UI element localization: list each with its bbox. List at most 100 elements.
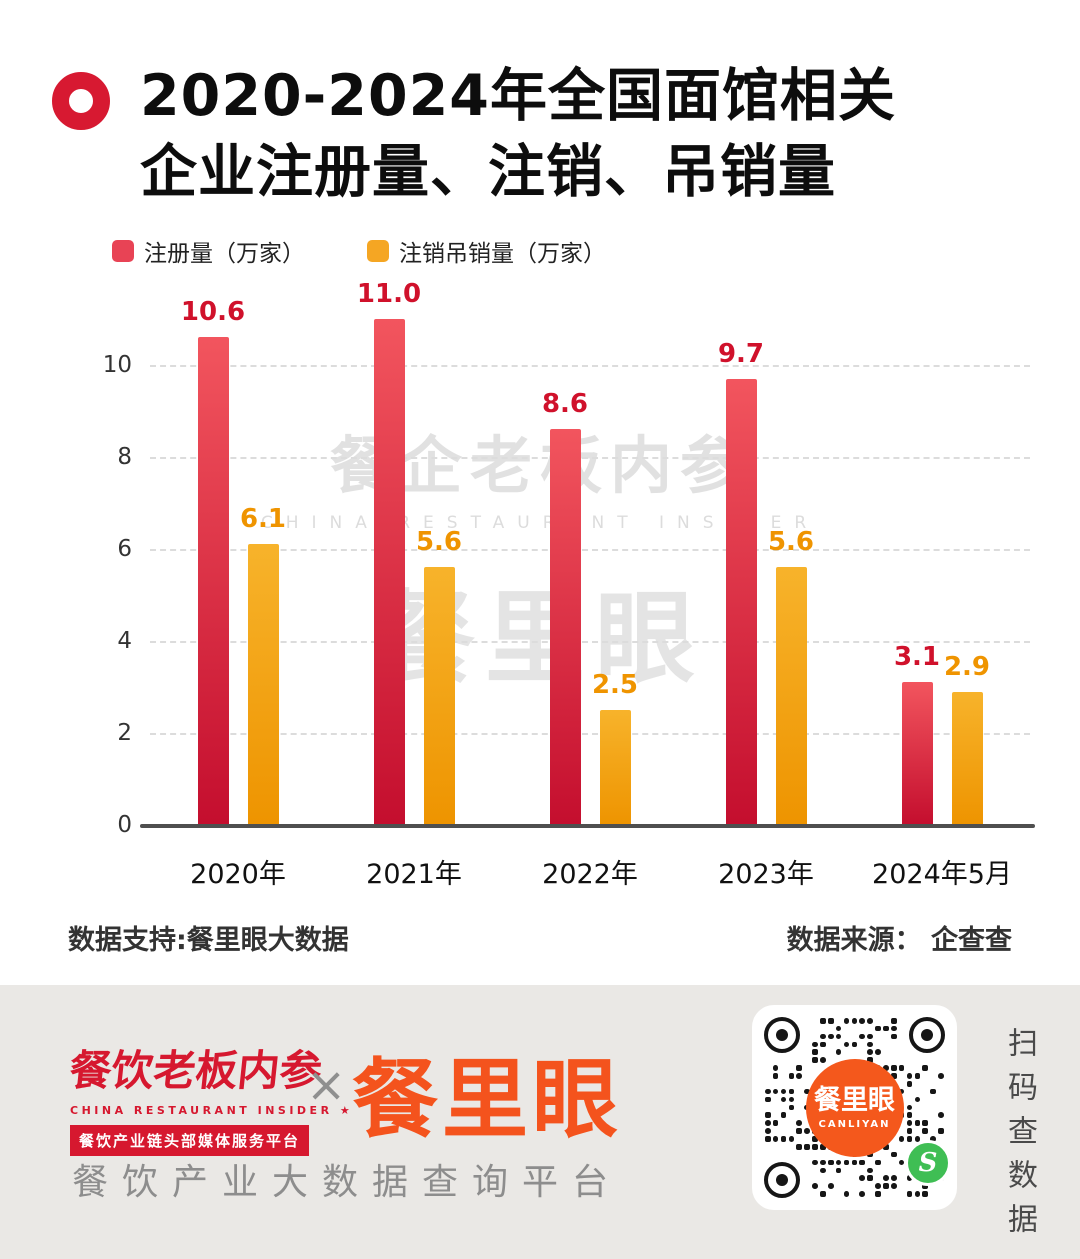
footer: 餐饮老板内参 CHINA RESTAURANT INSIDER ★ 餐饮产业链头… xyxy=(0,985,1080,1259)
qr-dot xyxy=(898,1065,905,1071)
qr-dot xyxy=(938,1112,944,1119)
gridline xyxy=(150,641,1030,643)
qr-dot xyxy=(875,1191,881,1197)
source-row: 数据支持:餐里眼大数据 数据来源： 企查查 xyxy=(68,918,1012,957)
x-category-label: 2024年5月 xyxy=(872,859,1012,890)
plot-area: 10.6 6.1 11.0 5.6 8.6 2.5 9.7 5.6 3.1 2.9 xyxy=(150,279,1030,825)
chart-card: 2020-2024年全国面馆相关 企业注册量、注销、吊销量 注册量（万家） 注销吊… xyxy=(0,63,1080,957)
brand-separator: × xyxy=(306,1057,347,1113)
qr-dot xyxy=(914,1096,921,1103)
bar-registered-2022年 xyxy=(549,429,581,825)
qr-dot xyxy=(827,1159,834,1166)
title-line-2: 企业注册量、注销、吊销量 xyxy=(140,139,836,205)
qr-dot xyxy=(796,1065,803,1071)
legend-item-deregistered: 注销吊销量（万家） xyxy=(367,234,606,268)
qr-dot xyxy=(812,1057,818,1063)
qr-dot xyxy=(772,1136,779,1142)
qr-dot xyxy=(906,1175,913,1181)
qr-dot xyxy=(780,1112,787,1119)
qr-brand-latin: CANLIYAN xyxy=(818,1118,891,1130)
qr-dot xyxy=(851,1041,858,1048)
bar-value-label: 10.6 xyxy=(180,297,246,328)
bar-deregistered-2021年 xyxy=(423,567,455,825)
brand1-subtitle: CHINA RESTAURANT INSIDER ★ xyxy=(70,1104,354,1117)
bullet-ring-icon xyxy=(52,72,110,130)
brand1-name: 餐饮老板内参 xyxy=(67,1046,325,1095)
qr-dot xyxy=(930,1088,936,1095)
qr-dot xyxy=(820,1191,826,1197)
qr-dot xyxy=(898,1159,905,1166)
gridline xyxy=(150,549,1030,551)
qr-dot xyxy=(820,1143,826,1150)
qr-dot xyxy=(875,1025,881,1032)
qr-dot xyxy=(804,1128,810,1134)
qr-dot xyxy=(820,1018,826,1024)
y-tick-label: 2 xyxy=(117,720,132,746)
qr-dot xyxy=(772,1088,779,1095)
scan-hint-text: 扫码查数据 xyxy=(1002,1027,1037,1247)
qr-dot xyxy=(914,1191,921,1197)
bar-value-label: 2.9 xyxy=(943,651,991,682)
y-tick-label: 10 xyxy=(102,352,132,378)
qr-dot xyxy=(796,1128,803,1134)
x-category-label: 2021年 xyxy=(366,859,462,890)
legend-swatch-red xyxy=(112,240,134,262)
qr-finder-icon xyxy=(909,1017,945,1053)
y-tick-label: 0 xyxy=(117,812,132,838)
qr-brand-name: 餐里眼 xyxy=(814,1084,895,1116)
bar-chart: 餐企老板内参 CHINA RESTAURANT INSIDER 餐里眼 10.6… xyxy=(0,279,1080,920)
qr-dot xyxy=(867,1041,873,1048)
canliyan-leaf-icon: S xyxy=(905,1140,951,1186)
qr-dot xyxy=(922,1120,928,1126)
qr-dot xyxy=(765,1136,771,1142)
qr-dot xyxy=(906,1112,913,1119)
bar-value-label: 5.6 xyxy=(767,527,815,558)
qr-dot xyxy=(922,1183,928,1189)
qr-dot xyxy=(835,1167,842,1174)
qr-dot xyxy=(843,1191,850,1197)
qr-dot xyxy=(906,1191,913,1197)
bar-deregistered-2022年 xyxy=(599,710,631,825)
qr-dot xyxy=(796,1120,803,1126)
qr-dot xyxy=(843,1159,850,1166)
qr-dot xyxy=(788,1088,795,1095)
qr-dot xyxy=(875,1049,881,1056)
qr-dot xyxy=(827,1018,834,1024)
qr-dot xyxy=(914,1136,921,1142)
qr-finder-icon xyxy=(764,1162,800,1198)
qr-dot xyxy=(835,1159,842,1166)
qr-dot xyxy=(890,1065,897,1071)
bar-deregistered-2024年5月 xyxy=(951,691,983,825)
bar-value-label: 2.5 xyxy=(591,670,639,700)
qr-dot xyxy=(859,1018,866,1024)
bar-value-label: 9.7 xyxy=(717,338,765,369)
qr-dot xyxy=(851,1159,858,1166)
qr-dot xyxy=(906,1080,913,1087)
qr-code: 餐里眼 CANLIYAN S xyxy=(752,1005,957,1210)
qr-dot xyxy=(765,1112,771,1119)
brand-restaurant-insider: 餐饮老板内参 CHINA RESTAURANT INSIDER ★ 餐饮产业链头… xyxy=(67,1037,354,1156)
footer-tagline: 餐饮产业大数据查询平台 xyxy=(72,1162,623,1203)
x-axis-line xyxy=(140,824,1035,828)
qr-dot xyxy=(765,1096,771,1103)
qr-dot xyxy=(788,1136,795,1142)
qr-dot xyxy=(812,1183,818,1189)
qr-dot xyxy=(898,1088,905,1095)
qr-dot xyxy=(914,1120,921,1126)
qr-dot xyxy=(859,1159,866,1166)
legend-item-registered: 注册量（万家） xyxy=(112,234,305,268)
x-category-label: 2022年 xyxy=(542,859,638,890)
qr-dot xyxy=(906,1120,913,1126)
bar-deregistered-2020年 xyxy=(247,544,279,825)
data-support-text: 数据支持:餐里眼大数据 xyxy=(68,925,349,956)
qr-finder-icon xyxy=(764,1017,800,1053)
qr-center-logo: 餐里眼 CANLIYAN xyxy=(805,1058,904,1157)
qr-dot xyxy=(765,1128,771,1134)
qr-dot xyxy=(812,1143,818,1150)
qr-dot xyxy=(867,1018,873,1024)
bar-registered-2023年 xyxy=(725,378,757,825)
y-tick-label: 8 xyxy=(117,444,132,470)
qr-dot xyxy=(788,1073,795,1079)
qr-dot xyxy=(804,1143,810,1150)
qr-dot xyxy=(796,1073,803,1079)
